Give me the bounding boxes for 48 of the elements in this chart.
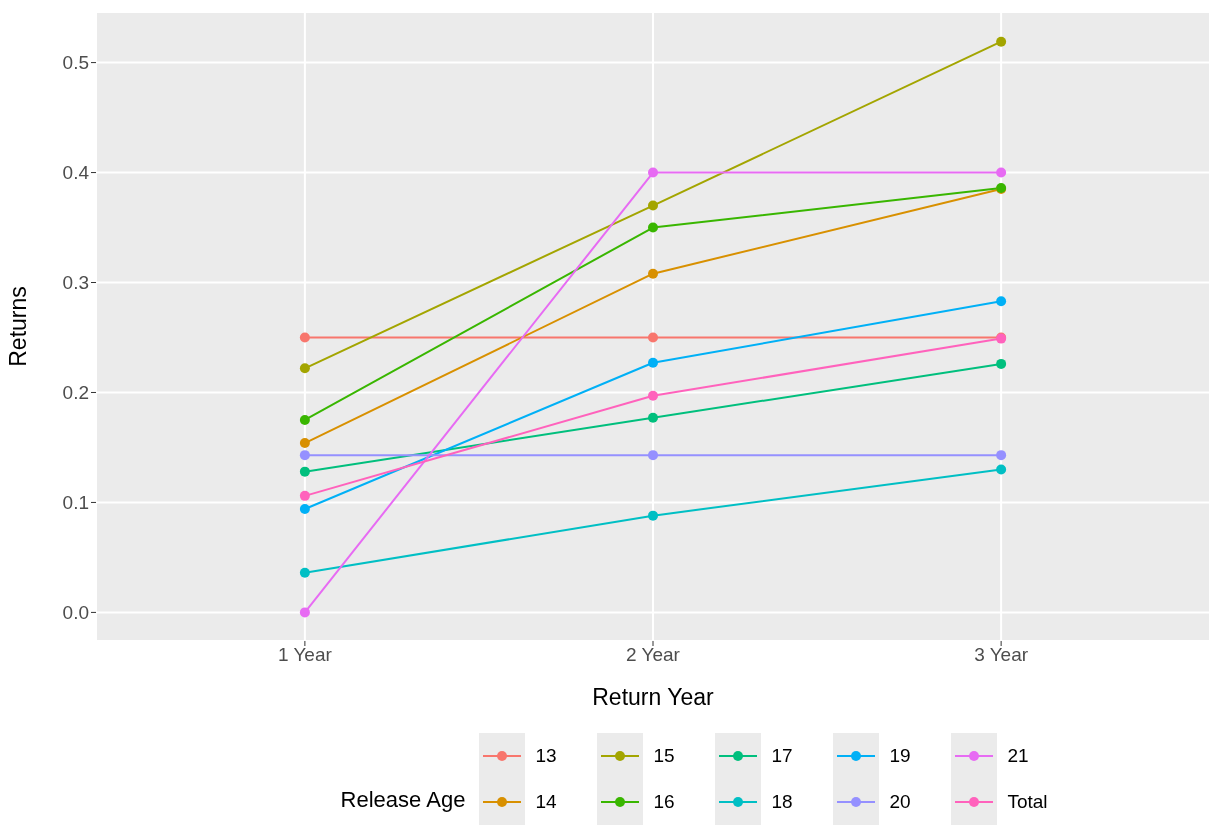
- point: [648, 510, 658, 521]
- point: [996, 167, 1007, 178]
- legend-label: 13: [535, 745, 558, 767]
- y-tick-label: 0.0: [62, 602, 89, 624]
- point: [299, 363, 310, 374]
- y-tick-label: 0.3: [62, 272, 89, 294]
- point: [299, 332, 310, 343]
- y-tick-label: 0.2: [62, 382, 89, 404]
- point: [299, 450, 310, 461]
- y-tick-label: 0.1: [62, 492, 89, 514]
- point: [299, 607, 310, 618]
- y-tick-label: 0.4: [62, 162, 90, 184]
- y-tick-label: 0.5: [62, 52, 89, 74]
- point: [648, 332, 658, 343]
- point: [299, 567, 310, 578]
- legend-label: 17: [771, 745, 794, 767]
- legend-label: Total: [1007, 791, 1049, 813]
- point: [996, 450, 1007, 461]
- point: [648, 357, 658, 368]
- point: [996, 296, 1007, 307]
- point: [648, 222, 658, 233]
- point: [299, 438, 310, 449]
- point: [299, 504, 310, 515]
- point: [996, 358, 1007, 369]
- x-tick-label: 3 Year: [974, 644, 1029, 666]
- legend-label: 15: [653, 745, 676, 767]
- legend-label: 16: [653, 791, 676, 813]
- legend-label: 19: [889, 745, 912, 767]
- legend-label: 14: [535, 791, 558, 813]
- point: [648, 167, 658, 178]
- x-tick-label: 1 Year: [277, 644, 333, 666]
- point: [648, 200, 658, 211]
- point: [299, 466, 310, 477]
- point: [299, 414, 310, 425]
- point: [648, 268, 658, 279]
- point: [648, 412, 658, 423]
- legend-label: 21: [1007, 745, 1030, 767]
- legend-title: Release Age: [340, 787, 466, 813]
- x-axis-title: Return Year: [592, 684, 715, 710]
- point: [996, 36, 1007, 47]
- legend-label: 18: [771, 791, 794, 813]
- y-axis-title: Returns: [5, 286, 32, 367]
- point: [299, 490, 310, 501]
- point: [996, 464, 1007, 475]
- legend-label: 20: [889, 791, 912, 813]
- point: [648, 450, 658, 461]
- point: [648, 390, 658, 401]
- x-tick-label: 2 Year: [626, 644, 681, 666]
